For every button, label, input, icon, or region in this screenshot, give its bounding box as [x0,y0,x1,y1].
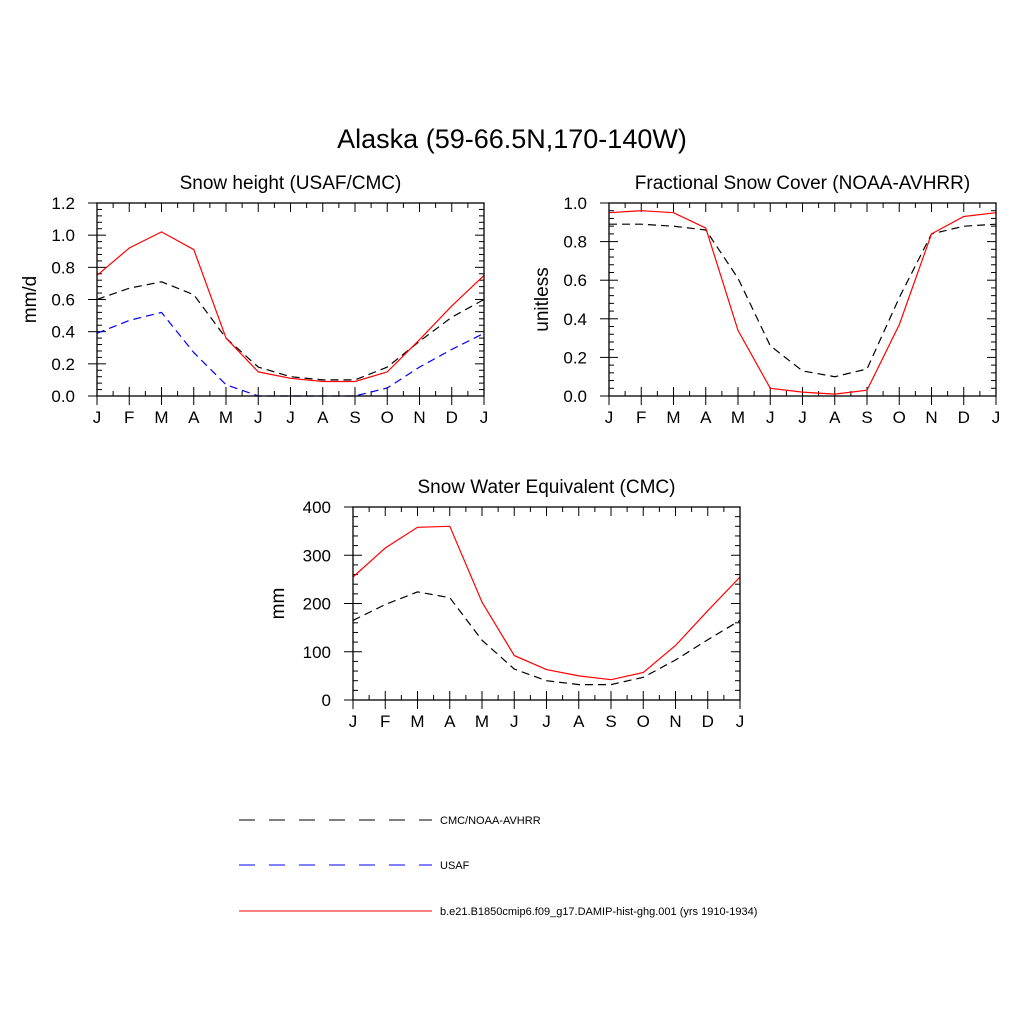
series-line-1 [609,223,997,378]
x-tick-label: O [637,712,650,731]
x-tick-label: A [317,408,329,427]
legend-label: USAF [440,860,470,872]
y-tick-label: 0.6 [51,291,75,310]
x-tick-label: N [413,408,425,427]
plot-frame [96,202,485,397]
y-tick-label: 100 [303,643,331,662]
y-axis-label: mm/d [20,276,41,324]
chart-panel-1: Snow height (USAF/CMC)mm/dJ F M A M J J A S O N D J0… [20,173,488,427]
legend-label: b.e21.B1850cmip6.f09_g17.DAMIP-hist-ghg.… [440,906,757,918]
x-tick-label: F [636,408,646,427]
x-tick-label: J [736,712,745,731]
y-tick-label: 0.8 [563,233,587,252]
x-tick-label: A [700,408,712,427]
y-tick-label: 0.0 [51,387,75,406]
x-tick-label: M [731,408,745,427]
x-tick-label: J [254,408,263,427]
y-tick-label: 0.2 [563,348,587,367]
plot-frame [352,506,741,701]
x-tick-label: J [286,408,295,427]
y-tick-label: 0.2 [51,355,75,374]
x-tick-label: J [542,712,551,731]
y-tick-label: 0.8 [51,258,75,277]
chart-panel-3: Snow Water Equivalent (CMC)mmJ F M A M J J A S O N… [268,477,744,731]
legend-entry: USAF [239,860,470,872]
panel-title: Fractional Snow Cover (NOAA-AVHRR) [635,173,970,194]
x-tick-label: J [798,408,807,427]
y-tick-label: 0.4 [563,310,587,329]
axis-ticks [88,202,485,405]
x-tick-label: J [510,712,519,731]
x-tick-label: M [475,712,489,731]
legend: CMC/NOAA-AVHRR USAF b.e21.B1850cmip6.f09_g… [239,815,757,918]
x-tick-label: D [702,712,714,731]
series-line-2 [608,210,997,395]
x-tick-label: O [381,408,394,427]
panel-title: Snow height (USAF/CMC) [180,173,402,194]
x-tick-label: O [893,408,906,427]
x-tick-label: J [992,408,1001,427]
chart-panels: Snow height (USAF/CMC)mm/dJ F M A M J J A S O N D J0… [20,173,1000,731]
y-tick-label: 0.0 [563,387,587,406]
series-line-1 [352,591,741,686]
panel-title: Snow Water Equivalent (CMC) [418,477,676,498]
figure-title: Alaska (59-66.5N,170-140W) [337,124,687,154]
chart-panel-2: Fractional Snow Cover (NOAA-AVHRR) unitle… [532,173,1000,427]
y-tick-label: 0.4 [51,323,75,342]
x-tick-label: J [480,408,489,427]
x-tick-label: J [766,408,775,427]
x-tick-label: N [925,408,937,427]
series-line-2 [352,525,741,681]
x-tick-label: S [349,408,360,427]
plot-frame [608,202,997,397]
x-tick-label: J [93,408,102,427]
x-tick-label: D [446,408,458,427]
y-tick-label: 1.2 [51,194,75,213]
x-tick-label: F [380,712,390,731]
legend-label: CMC/NOAA-AVHRR [440,815,541,827]
x-tick-label: J [349,712,358,731]
x-tick-label: M [154,408,168,427]
y-tick-label: 300 [303,546,331,565]
y-tick-label: 1.0 [51,226,75,245]
series-line-1 [96,281,485,381]
legend-entry: b.e21.B1850cmip6.f09_g17.DAMIP-hist-ghg.… [239,906,757,918]
x-tick-label: A [573,712,585,731]
y-tick-label: 400 [303,498,331,517]
y-axis-label: unitless [532,267,553,331]
axis-ticks [600,202,997,405]
x-tick-label: J [605,408,614,427]
y-tick-label: 0 [322,691,331,710]
y-tick-label: 200 [303,595,331,614]
y-tick-label: 0.6 [563,271,587,290]
x-tick-label: A [188,408,200,427]
x-tick-label: S [861,408,872,427]
axis-ticks [344,506,741,709]
x-tick-label: M [410,712,424,731]
x-tick-label: F [124,408,134,427]
x-tick-label: D [958,408,970,427]
series-line-3 [96,231,485,383]
x-tick-label: N [669,712,681,731]
y-axis-label: mm [268,588,289,620]
y-tick-label: 1.0 [563,194,587,213]
x-tick-label: A [829,408,841,427]
x-tick-label: M [219,408,233,427]
x-tick-label: M [666,408,680,427]
x-tick-label: A [444,712,456,731]
series-line-2 [96,311,485,397]
legend-entry: CMC/NOAA-AVHRR [239,815,541,827]
x-tick-label: S [605,712,616,731]
